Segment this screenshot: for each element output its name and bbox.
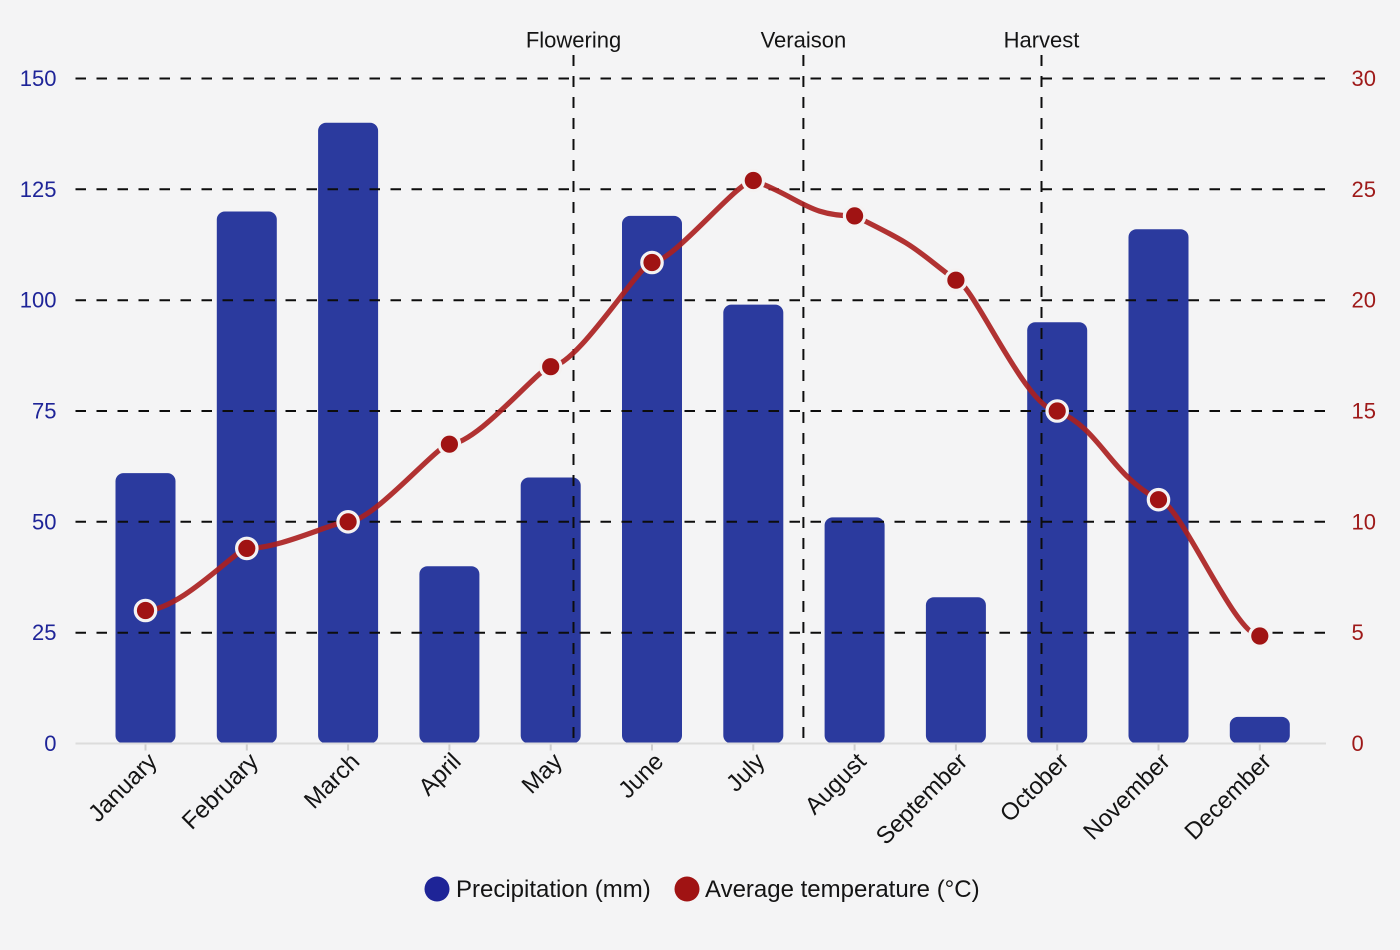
svg-text:Average temperature (°C): Average temperature (°C) (705, 876, 980, 903)
svg-text:10: 10 (1352, 509, 1376, 534)
svg-text:Precipitation (mm): Precipitation (mm) (456, 876, 651, 903)
svg-text:30: 30 (1352, 66, 1376, 91)
svg-text:25: 25 (1352, 177, 1376, 202)
svg-text:75: 75 (32, 399, 56, 424)
svg-text:20: 20 (1352, 288, 1376, 313)
svg-text:Harvest: Harvest (1004, 28, 1080, 53)
svg-text:0: 0 (44, 731, 56, 756)
svg-text:Flowering: Flowering (526, 28, 621, 53)
svg-text:150: 150 (20, 66, 57, 91)
svg-text:25: 25 (32, 620, 56, 645)
svg-text:15: 15 (1352, 399, 1376, 424)
svg-text:50: 50 (32, 509, 56, 534)
svg-text:5: 5 (1352, 620, 1364, 645)
svg-text:Veraison: Veraison (761, 28, 847, 53)
svg-text:125: 125 (20, 177, 57, 202)
svg-text:100: 100 (20, 288, 57, 313)
svg-text:0: 0 (1352, 731, 1364, 756)
